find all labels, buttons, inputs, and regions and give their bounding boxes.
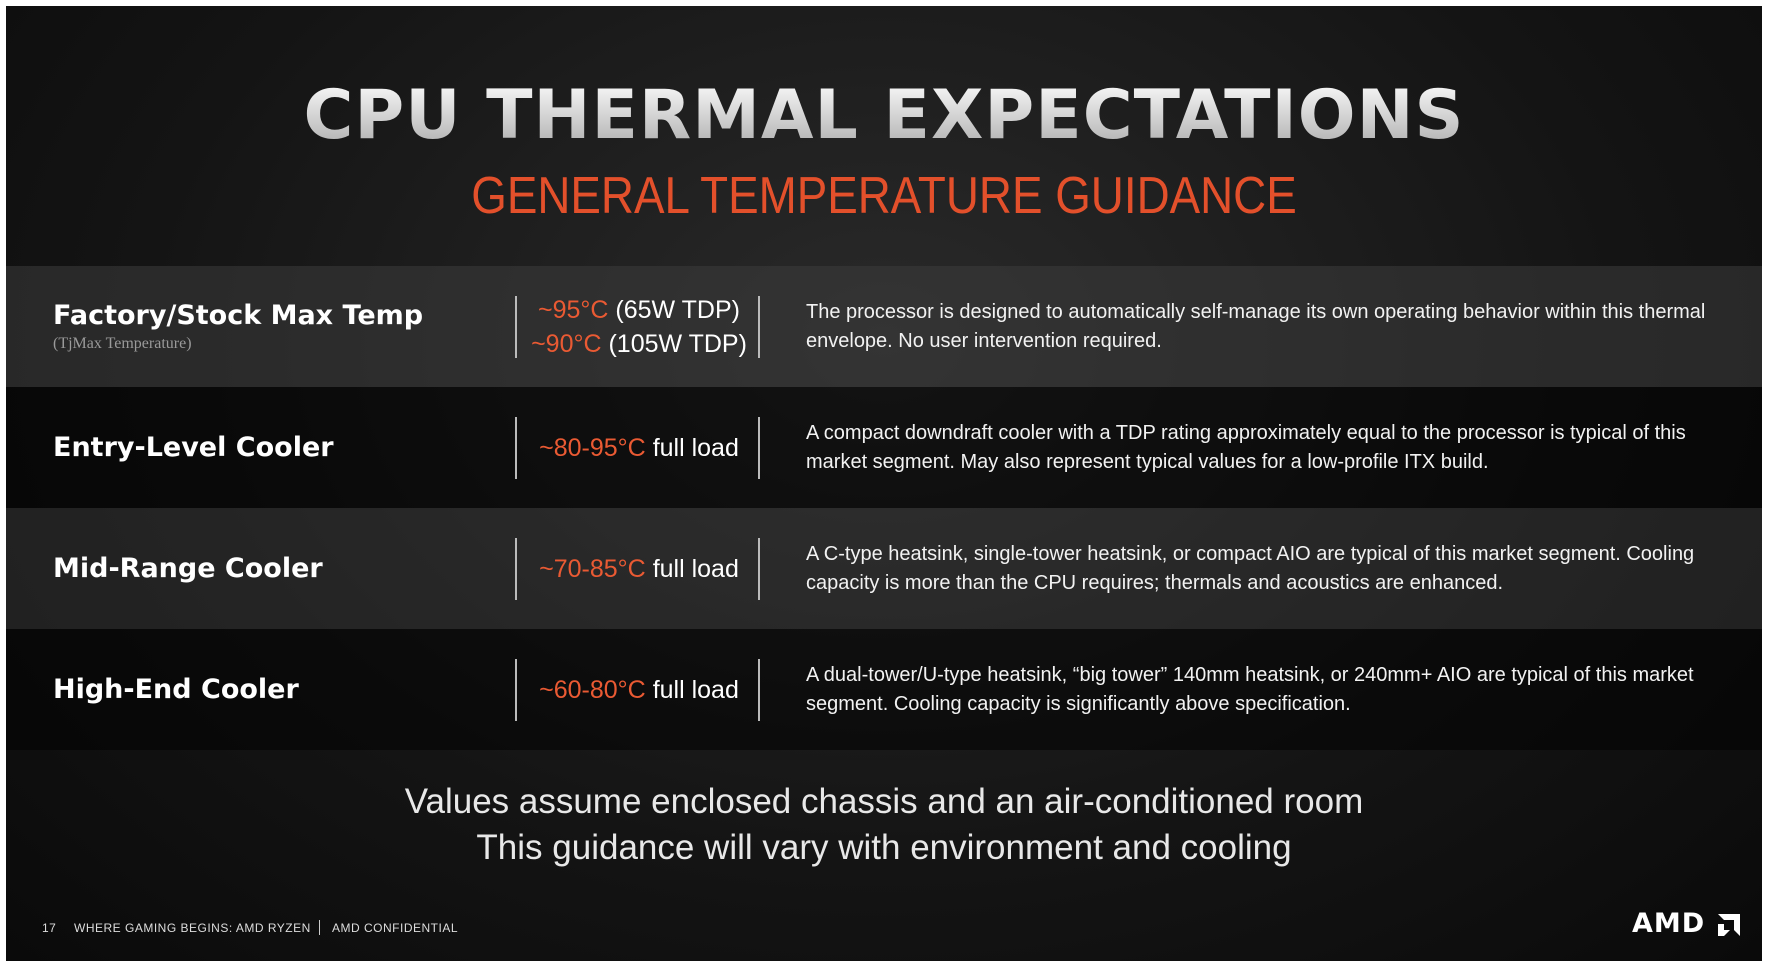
temps: ~95°C (65W TDP) ~90°C (105W TDP) [515, 266, 763, 387]
temp-line: ~80-95°C full load [539, 431, 739, 465]
divider [515, 659, 517, 721]
temp-line: ~95°C (65W TDP) [538, 293, 740, 327]
temp-note: full load [652, 433, 739, 462]
divider [515, 538, 517, 600]
note: Values assume enclosed chassis and an ai… [404, 782, 1364, 821]
temp-note: (65W TDP) [615, 295, 740, 324]
row-label: High-End Cooler [53, 674, 299, 705]
row-label: Factory/Stock Max Temp [53, 300, 424, 331]
divider [758, 659, 760, 721]
row: Mid-Range Cooler ~70-85°C full load A C-… [6, 508, 1762, 629]
temps: ~80-95°C full load [515, 387, 763, 508]
temp-range: ~60-80°C [539, 675, 646, 704]
row: Factory/Stock Max Temp (TjMax Temperature… [6, 266, 1762, 387]
divider [758, 417, 760, 479]
temp-range: ~95°C [538, 295, 609, 324]
footer-confidential: AMD CONFIDENTIAL [332, 921, 459, 935]
row-label: Entry-Level Cooler [53, 432, 334, 463]
temps: ~60-80°C full load [515, 629, 763, 750]
temp-note: full load [652, 554, 739, 583]
divider [758, 296, 760, 358]
temp-line: ~60-80°C full load [539, 673, 739, 707]
temps: ~70-85°C full load [515, 508, 763, 629]
title: CPU THERMAL EXPECTATIONS [6, 76, 1762, 155]
row-label-box: Factory/Stock Max Temp (TjMax Temperature… [53, 266, 423, 387]
temp-note: (105W TDP) [608, 329, 747, 358]
row-label: Mid-Range Cooler [53, 553, 323, 584]
row-sublabel: (TjMax Temperature) [53, 335, 192, 352]
page-number: 17 [42, 921, 57, 935]
temp-range: ~80-95°C [539, 433, 646, 462]
logo-text: AMD [1632, 908, 1706, 939]
description: A dual-tower/U-type heatsink, “big tower… [806, 663, 1694, 715]
note: This guidance will vary with environment… [476, 828, 1292, 867]
description: The processor is designed to automatical… [806, 300, 1706, 352]
subtitle: GENERAL TEMPERATURE GUIDANCE [471, 167, 1297, 225]
row: High-End Cooler ~60-80°C full load A dua… [6, 629, 1762, 750]
description: A C-type heatsink, single-tower heatsink… [806, 542, 1695, 594]
logo-icon [1718, 914, 1740, 936]
row-label-box: Entry-Level Cooler [53, 387, 334, 508]
slide: CPU THERMAL EXPECTATIONS GENERAL TEMPERA… [6, 6, 1762, 961]
divider [758, 538, 760, 600]
row-label-box: Mid-Range Cooler [53, 508, 323, 629]
temp-range: ~70-85°C [539, 554, 646, 583]
temp-line: ~70-85°C full load [539, 552, 739, 586]
divider [515, 417, 517, 479]
row-label-box: High-End Cooler [53, 629, 299, 750]
temp-line: ~90°C (105W TDP) [531, 327, 747, 361]
row: Entry-Level Cooler ~80-95°C full load A … [6, 387, 1762, 508]
description: A compact downdraft cooler with a TDP ra… [806, 421, 1686, 473]
footer-separator [319, 920, 320, 935]
temp-range: ~90°C [531, 329, 602, 358]
divider [515, 296, 517, 358]
footer-text: WHERE GAMING BEGINS: AMD RYZEN [74, 921, 311, 935]
temp-note: full load [652, 675, 739, 704]
